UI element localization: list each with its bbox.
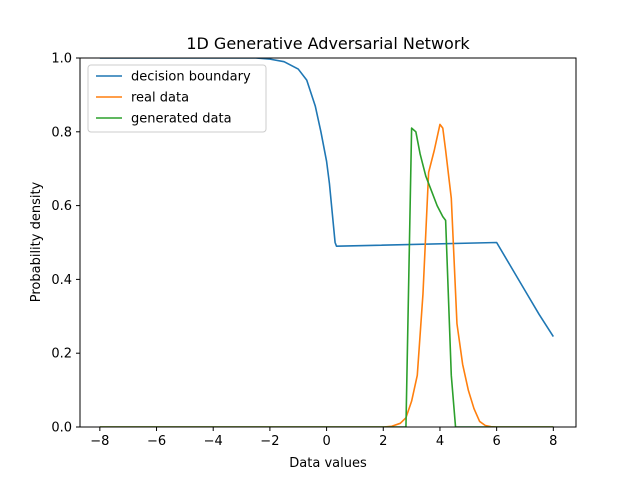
y-tick-label: 0.8 xyxy=(51,125,72,140)
x-ticks: −8 −6 −4 −2 0 2 4 6 8 xyxy=(90,427,557,449)
y-tick-label: 0.6 xyxy=(51,199,72,214)
y-axis-label: Probability density xyxy=(29,181,44,302)
plot-area xyxy=(99,58,555,427)
x-tick-label: 8 xyxy=(549,434,557,449)
x-tick-label: 6 xyxy=(492,434,500,449)
x-tick-label: −4 xyxy=(204,434,223,449)
legend-box xyxy=(87,64,267,133)
legend-label: generated data xyxy=(131,112,232,127)
y-tick-label: 0.2 xyxy=(51,347,72,362)
y-tick-label: 0.0 xyxy=(51,421,72,436)
x-tick-label: 2 xyxy=(379,434,387,449)
y-ticks: 0.0 0.2 0.4 0.6 0.8 1.0 xyxy=(51,52,80,436)
series-line-decision-boundary xyxy=(99,58,555,338)
legend-label: real data xyxy=(131,91,189,106)
x-tick-label: −8 xyxy=(90,434,109,449)
legend: decision boundary real data generated data xyxy=(87,64,267,133)
chart-title: 1D Generative Adversarial Network xyxy=(186,34,470,53)
series-line-real-data xyxy=(99,123,554,427)
y-tick-label: 1.0 xyxy=(51,52,72,67)
x-axis-label: Data values xyxy=(289,456,367,471)
legend-label: decision boundary xyxy=(131,70,251,85)
x-tick-label: −6 xyxy=(147,434,166,449)
x-tick-label: 0 xyxy=(322,434,330,449)
series-line-generated-data xyxy=(99,127,554,427)
x-tick-label: −2 xyxy=(260,434,279,449)
x-tick-label: 4 xyxy=(436,434,444,449)
axes-frame xyxy=(79,57,577,428)
y-tick-label: 0.4 xyxy=(51,273,72,288)
